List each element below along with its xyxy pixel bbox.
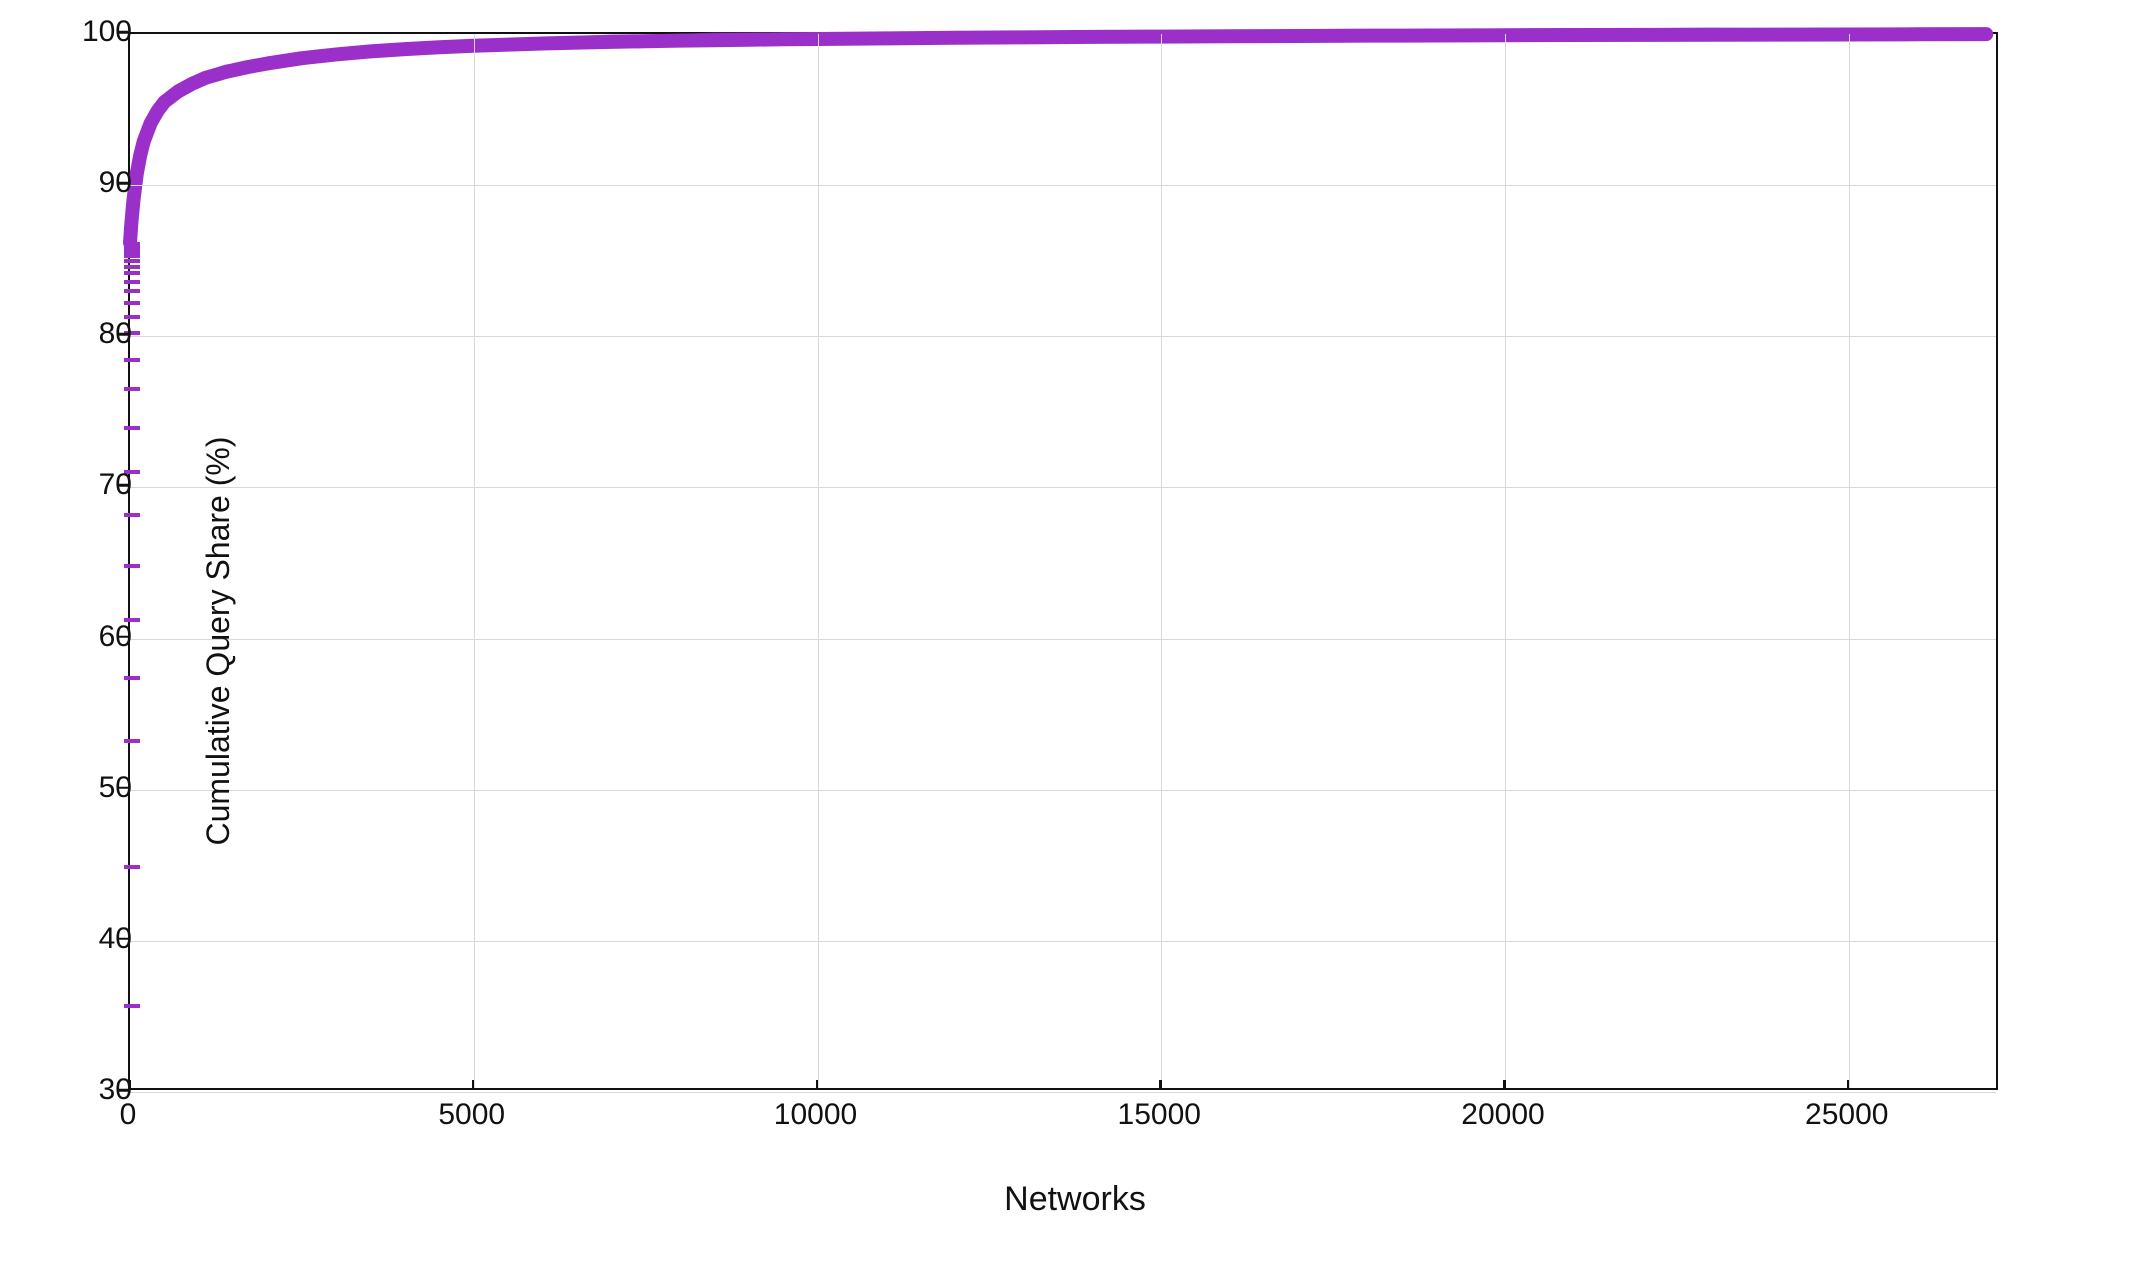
y-tick-mark-70 xyxy=(118,484,128,487)
rug-tick-23 xyxy=(124,242,140,246)
gridline-horizontal-60 xyxy=(130,639,1996,640)
x-tick-label-5000: 5000 xyxy=(417,1098,527,1132)
y-tick-mark-40 xyxy=(118,938,128,941)
y-tick-mark-50 xyxy=(118,786,128,789)
rug-tick-16 xyxy=(124,271,140,275)
rug-tick-15 xyxy=(124,280,140,284)
x-tick-mark-25000 xyxy=(1847,1080,1850,1090)
x-tick-label-10000: 10000 xyxy=(761,1098,871,1132)
x-tick-mark-5000 xyxy=(472,1080,475,1090)
x-tick-mark-10000 xyxy=(816,1080,819,1090)
gridline-horizontal-90 xyxy=(130,185,1996,186)
y-tick-mark-100 xyxy=(118,31,128,34)
gridline-horizontal-50 xyxy=(130,790,1996,791)
gridline-vertical-15000 xyxy=(1161,34,1162,1088)
gridline-horizontal-40 xyxy=(130,941,1996,942)
data-curve xyxy=(130,34,1996,1088)
x-tick-mark-20000 xyxy=(1503,1080,1506,1090)
gridline-vertical-25000 xyxy=(1849,34,1850,1088)
rug-tick-0 xyxy=(124,1004,140,1008)
y-tick-mark-30 xyxy=(118,1089,128,1092)
rug-tick-14 xyxy=(124,289,140,293)
x-tick-mark-0 xyxy=(128,1080,131,1090)
x-tick-label-20000: 20000 xyxy=(1448,1098,1558,1132)
gridline-vertical-20000 xyxy=(1505,34,1506,1088)
rug-tick-13 xyxy=(124,301,140,305)
gridline-horizontal-30 xyxy=(130,1092,1996,1093)
rug-tick-9 xyxy=(124,387,140,391)
rug-tick-3 xyxy=(124,676,140,680)
cumulative-share-line xyxy=(130,34,1986,242)
x-axis-title: Networks xyxy=(1004,1180,1146,1219)
rug-tick-2 xyxy=(124,739,140,743)
x-tick-mark-15000 xyxy=(1159,1080,1162,1090)
gridline-horizontal-70 xyxy=(130,487,1996,488)
x-tick-label-0: 0 xyxy=(73,1098,183,1132)
plot-area xyxy=(128,32,1998,1090)
y-tick-mark-60 xyxy=(118,635,128,638)
rug-tick-1 xyxy=(124,865,140,869)
x-tick-label-15000: 15000 xyxy=(1104,1098,1214,1132)
gridline-vertical-5000 xyxy=(474,34,475,1088)
y-tick-mark-90 xyxy=(118,182,128,185)
chart-container: 30 40 50 60 70 80 90 100 0 5000 10000 15000 20000 25… xyxy=(0,0,2150,1282)
rug-tick-18 xyxy=(124,259,140,263)
y-axis-title: Cumulative Query Share (%) xyxy=(200,436,237,845)
x-tick-label-25000: 25000 xyxy=(1792,1098,1902,1132)
rug-tick-8 xyxy=(124,426,140,430)
gridline-vertical-10000 xyxy=(818,34,819,1088)
rug-tick-19 xyxy=(124,254,140,258)
rug-tick-17 xyxy=(124,265,140,269)
rug-tick-5 xyxy=(124,564,140,568)
y-tick-mark-80 xyxy=(118,333,128,336)
gridline-horizontal-80 xyxy=(130,336,1996,337)
rug-tick-10 xyxy=(124,358,140,362)
rug-tick-6 xyxy=(124,513,140,517)
